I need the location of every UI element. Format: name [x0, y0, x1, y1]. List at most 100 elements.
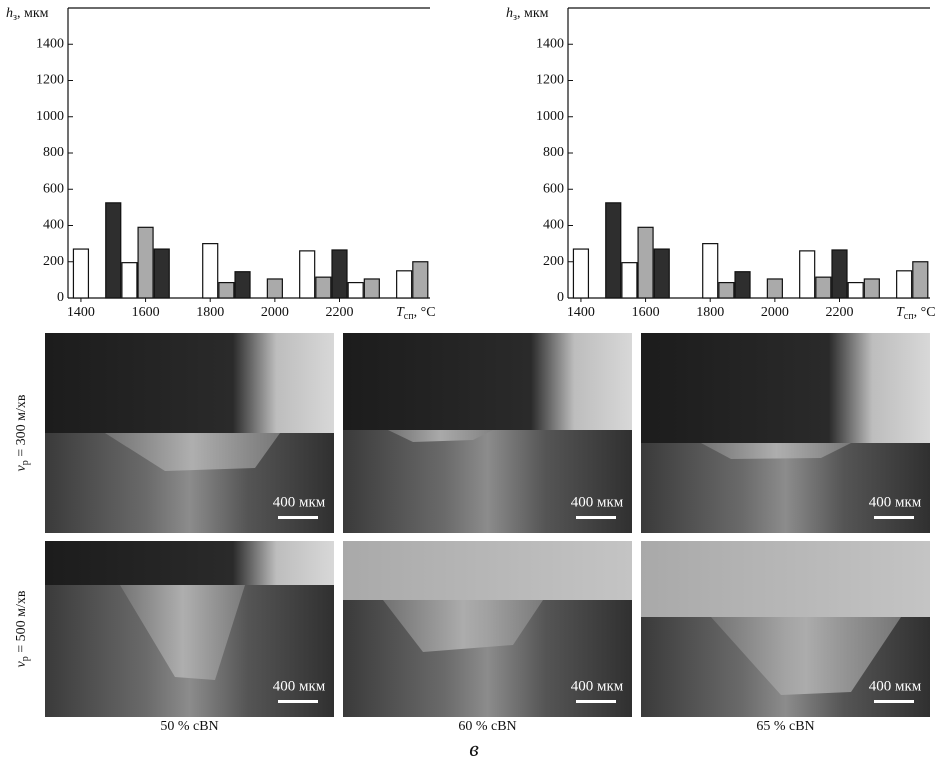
y-tick-label: 400 [43, 218, 64, 233]
bar [735, 272, 750, 298]
x-tick-label: 1800 [696, 305, 724, 320]
y-tick-label: 1400 [536, 36, 564, 51]
scale-label: 400 мкм [869, 494, 922, 510]
bar [800, 251, 815, 298]
x-axis-label: Tсп, °C [396, 305, 436, 322]
label-part: h [506, 6, 513, 21]
x-tick-label: 2200 [826, 305, 854, 320]
y-tick-label: 200 [543, 254, 564, 269]
bar [316, 277, 331, 298]
y-axis-label: hз, мкм [506, 6, 549, 23]
photo-sky [343, 333, 632, 430]
x-tick-label: 1800 [196, 305, 224, 320]
y-tick-label: 1000 [536, 109, 564, 124]
bar [300, 251, 315, 298]
bar [864, 279, 879, 298]
column-label: 50 % cBN [160, 719, 218, 734]
y-tick-label: 200 [43, 254, 64, 269]
scale-bar [576, 700, 616, 703]
photo: 400 мкм [343, 333, 632, 533]
x-tick-label: 2000 [261, 305, 289, 320]
photo-sky [45, 541, 334, 585]
x-tick-label: 1600 [632, 305, 660, 320]
y-tick-label: 1400 [36, 36, 64, 51]
label-part: , °C [914, 305, 936, 320]
bar [622, 263, 637, 298]
bar [397, 271, 412, 298]
scale-label: 400 мкм [273, 494, 326, 510]
bar [106, 203, 121, 298]
bar [364, 279, 379, 298]
photo: 400 мкм [641, 541, 930, 717]
x-axis-label: Tсп, °C [896, 305, 936, 322]
x-tick-label: 2200 [326, 305, 354, 320]
bar [654, 249, 669, 298]
photo-sky [641, 333, 930, 443]
scale-bar [278, 700, 318, 703]
scale-bar [874, 516, 914, 519]
label-part: = 300 м/хв [14, 394, 29, 460]
label-part: , мкм [17, 6, 49, 21]
bar [913, 262, 928, 298]
bar [73, 249, 88, 298]
scale-bar [278, 516, 318, 519]
y-tick-label: 0 [557, 290, 564, 305]
y-tick-label: 600 [543, 181, 564, 196]
photo: 400 мкм [45, 541, 334, 717]
bar [573, 249, 588, 298]
bar [606, 203, 621, 298]
y-tick-label: 0 [57, 290, 64, 305]
photo: 400 мкм [45, 333, 334, 533]
scale-bar [874, 700, 914, 703]
bar [638, 227, 653, 298]
scale-label: 400 мкм [869, 678, 922, 694]
bar [235, 272, 250, 298]
photo-sky [45, 333, 334, 433]
photo: 400 мкм [641, 333, 930, 533]
x-tick-label: 1400 [67, 305, 95, 320]
label-part: , мкм [517, 6, 549, 21]
scale-label: 400 мкм [571, 494, 624, 510]
photo-sky [641, 541, 930, 617]
column-label: 65 % cBN [756, 719, 814, 734]
panel-caption: в [469, 736, 479, 761]
label-part: , °C [414, 305, 436, 320]
bar [848, 283, 863, 298]
scale-label: 400 мкм [273, 678, 326, 694]
label-part: = 500 м/хв [14, 590, 29, 656]
bar [832, 250, 847, 298]
photo-sky [343, 541, 632, 600]
bar [203, 244, 218, 298]
figure: 0 200 400 600 800 1000 1200 1400 1400 1600 1800 200… [0, 0, 948, 765]
bar [767, 279, 782, 298]
row-label: vр = 500 м/хв [14, 590, 31, 667]
row-label: vр = 300 м/хв [14, 394, 31, 471]
y-tick-label: 800 [43, 145, 64, 160]
bar [348, 283, 363, 298]
bar [332, 250, 347, 298]
y-axis-label: hз, мкм [6, 6, 49, 23]
bar [267, 279, 282, 298]
bar [719, 283, 734, 298]
y-tick-label: 600 [43, 181, 64, 196]
bar [154, 249, 169, 298]
y-tick-label: 400 [543, 218, 564, 233]
y-tick-label: 1000 [36, 109, 64, 124]
column-label: 60 % cBN [458, 719, 516, 734]
bar [219, 283, 234, 298]
x-tick-label: 1400 [567, 305, 595, 320]
bar [122, 263, 137, 298]
bar [897, 271, 912, 298]
bar [413, 262, 428, 298]
label-part: h [6, 6, 13, 21]
y-tick-label: 1200 [36, 73, 64, 88]
x-tick-label: 2000 [761, 305, 789, 320]
x-tick-label: 1600 [132, 305, 160, 320]
y-tick-label: 800 [543, 145, 564, 160]
y-tick-label: 1200 [536, 73, 564, 88]
scale-label: 400 мкм [571, 678, 624, 694]
bar [816, 277, 831, 298]
scale-bar [576, 516, 616, 519]
photo: 400 мкм [343, 541, 632, 717]
bar [703, 244, 718, 298]
